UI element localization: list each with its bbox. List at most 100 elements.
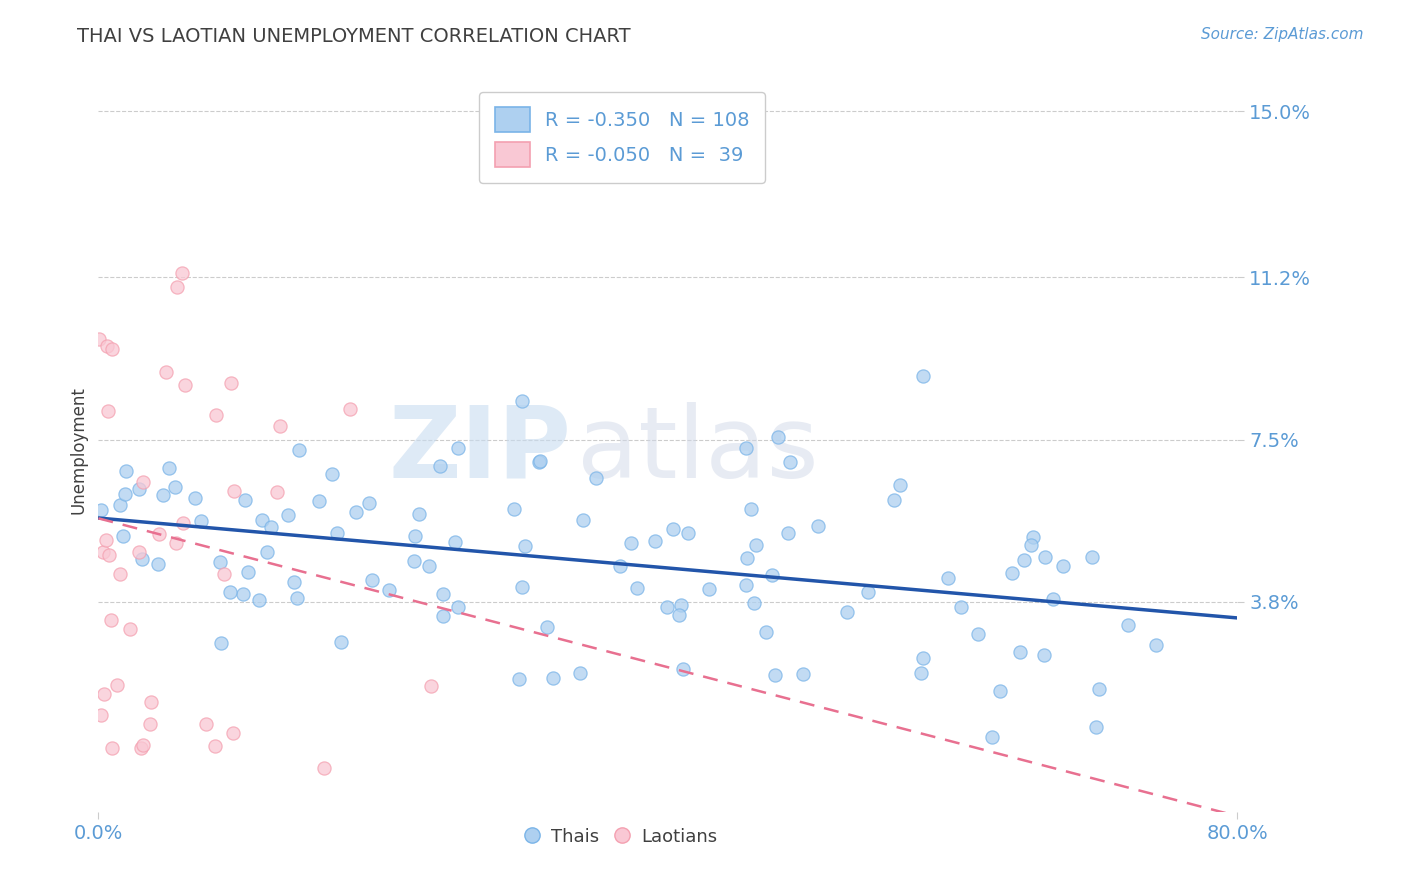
Point [763,667,786,681]
Point [910,665,932,680]
Text: Source: ZipAtlas.com: Source: ZipAtlas.com [1201,27,1364,42]
Point [745,538,768,552]
Point [321,467,343,481]
Point [950,599,973,614]
Point [247,593,270,607]
Point [285,591,308,605]
Point [236,566,259,580]
Point [512,394,534,409]
Point [129,741,152,756]
Point [112,529,135,543]
Point [447,600,470,615]
Point [981,730,1004,744]
Point [1081,550,1104,565]
Point [256,544,278,558]
Point [157,461,180,475]
Point [912,369,935,384]
Point [755,625,778,640]
Point [139,717,162,731]
Point [222,483,245,498]
Point [1084,720,1107,734]
Point [183,491,205,505]
Point [1014,553,1036,567]
Point [359,496,381,510]
Point [620,536,643,550]
Point [146,557,169,571]
Point [90,708,112,723]
Point [657,600,679,615]
Point [668,608,690,623]
Point [572,513,595,527]
Point [269,419,291,434]
Point [776,525,799,540]
Point [1052,559,1074,574]
Point [447,441,470,455]
Point [204,739,226,753]
Point [911,651,934,665]
Point [114,487,136,501]
Point [740,502,762,516]
Point [165,536,187,550]
Point [166,280,188,294]
Point [105,678,128,692]
Point [988,684,1011,698]
Point [287,442,309,457]
Point [204,408,226,422]
Point [108,566,131,581]
Point [527,455,550,469]
Point [132,738,155,752]
Point [432,587,454,601]
Point [734,578,756,592]
Point [219,376,242,390]
Point [266,485,288,500]
Point [377,582,399,597]
Point [766,430,789,444]
Point [101,740,124,755]
Point [132,475,155,489]
Point [308,494,330,508]
Point [128,483,150,497]
Point [502,501,524,516]
Point [529,454,551,468]
Point [165,480,187,494]
Point [152,488,174,502]
Point [444,534,467,549]
Point [513,539,536,553]
Point [662,522,685,536]
Point [626,581,648,595]
Point [835,605,858,619]
Point [609,558,631,573]
Text: atlas: atlas [576,402,818,499]
Point [742,596,765,610]
Point [678,525,700,540]
Point [100,613,122,627]
Point [139,695,162,709]
Point [118,622,141,636]
Point [155,365,177,379]
Point [669,598,692,612]
Point [94,533,117,548]
Point [148,527,170,541]
Point [219,585,242,599]
Point [420,679,443,693]
Point [1088,681,1111,696]
Point [209,636,232,650]
Point [807,519,830,533]
Point [339,402,361,417]
Point [429,458,451,473]
Point [1008,645,1031,659]
Point [568,665,591,680]
Point [131,551,153,566]
Point [212,566,235,581]
Point [172,516,194,531]
Point [792,666,814,681]
Legend: Thais, Laotians: Thais, Laotians [520,821,724,854]
Point [585,470,607,484]
Point [761,567,783,582]
Point [510,580,533,594]
Point [97,404,120,418]
Point [735,441,758,455]
Point [1144,638,1167,652]
Point [101,342,124,356]
Y-axis label: Unemployment: Unemployment [69,386,87,515]
